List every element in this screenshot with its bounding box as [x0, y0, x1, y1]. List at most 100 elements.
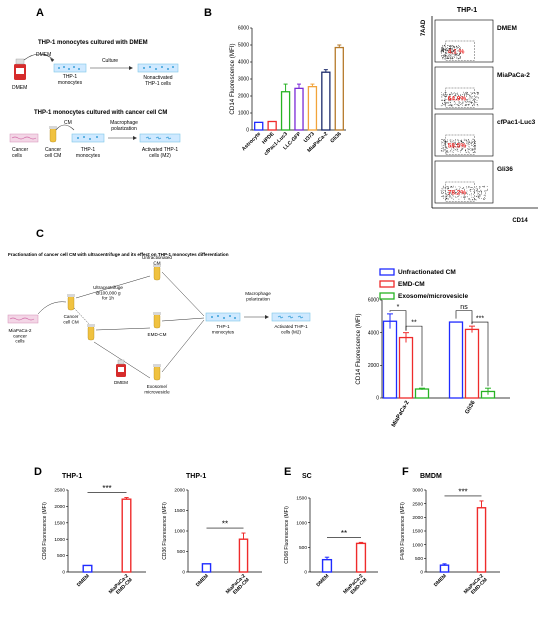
- chart-title: SC: [302, 473, 312, 480]
- y-axis-label: CD68 Fluorescence (MFI): [42, 502, 48, 560]
- bar: [321, 71, 331, 131]
- ultra-label: Ultracentrifuge @100,000 g for 1h: [93, 285, 123, 301]
- flow-percent: 58.5%: [448, 143, 467, 150]
- exo-tube-icon: [153, 364, 161, 381]
- category-label: Gli36: [464, 399, 477, 415]
- flow-xlabel: CD14: [512, 218, 528, 224]
- y-tick-label: 1000: [412, 542, 423, 548]
- y-tick-label: 1000: [238, 111, 249, 117]
- panel-a: A THP-1 monocytes cultured with DMEM DME…: [9, 7, 181, 159]
- nonactivated-dish-icon: [137, 63, 179, 73]
- flow-events: [440, 185, 488, 201]
- c-activated-label: Activated THP-1 cells (M2): [274, 324, 308, 334]
- miapaca-flask-icon: [7, 314, 39, 324]
- category-label: MiaPaCa-2EMD-CM: [342, 573, 368, 599]
- significance-label: ***: [476, 316, 484, 323]
- c-arrow-split: [73, 307, 91, 326]
- dmem-arrow-label: DMEM: [36, 52, 51, 58]
- dmem-arrow: [23, 53, 55, 61]
- flow-sample-label: MiaPaCa-2: [497, 72, 530, 79]
- c-arrow-to-thp1-a: [161, 271, 205, 317]
- c-arrow-emd: [95, 327, 151, 331]
- chart-e: 0 500 1000 1500 CD68 Fluorescence (MFI) DMEM M…: [284, 473, 378, 599]
- bar: [267, 120, 277, 131]
- y-tick-label: 500: [177, 549, 185, 555]
- significance-bracket: [455, 310, 473, 325]
- y-tick-label: 0: [376, 396, 379, 402]
- panel-a-top-title: THP-1 monocytes cultured with DMEM: [38, 40, 148, 46]
- panel-a-bottom-title: THP-1 monocytes cultured with cancer cel…: [34, 110, 167, 116]
- panel-a-letter: A: [36, 7, 44, 19]
- chart-d1: 0 500 1000 1500 2000 2500 CD68 Fluorescence (M…: [42, 473, 146, 596]
- flow-plot: 4.1 % DMEM: [434, 19, 517, 63]
- flow-percent: 78.2%: [448, 190, 467, 197]
- bar: [82, 564, 93, 573]
- y-tick-label: 1500: [54, 520, 65, 526]
- y-tick-label: 4000: [368, 330, 379, 336]
- y-axis-label: F4/80 Fluorescence (MFI): [400, 502, 406, 560]
- bar: [321, 558, 333, 573]
- y-tick-label: 2500: [54, 488, 65, 494]
- y-tick-label: 6000: [368, 298, 379, 304]
- macro-arrow-head: [133, 136, 137, 140]
- significance-label: ***: [458, 487, 467, 496]
- y-tick-label: 1500: [412, 529, 423, 535]
- flow-plot: 78.2% Gli36: [434, 160, 513, 204]
- y-tick-label: 2000: [412, 515, 423, 521]
- category-label: MiaPaCa-2EMD-CM: [225, 573, 251, 599]
- c-flask-arrow: [37, 301, 67, 315]
- nonactivated-label: Nonactivated THP-1 cells: [143, 75, 172, 87]
- chart-d2: 0 500 1000 1500 2000 CD36 Fluorescence (MFI) D…: [162, 473, 262, 599]
- y-tick-label: 0: [246, 128, 249, 134]
- legend-label: Unfractionated CM: [398, 269, 456, 276]
- cm-arrow-label: CM: [64, 120, 72, 126]
- flow-ylabel: 7AAD: [421, 19, 427, 36]
- y-axis-label: CD14 Fluorescence (MFI): [355, 313, 362, 384]
- c-arrow-to-thp1-c: [161, 319, 205, 373]
- c-dmem-label: DMEM: [114, 380, 128, 385]
- y-tick-label: 1000: [174, 529, 185, 535]
- y-tick-label: 4000: [238, 60, 249, 66]
- y-axis-label: CD36 Fluorescence (MFI): [162, 502, 168, 560]
- significance-label: ns: [460, 304, 468, 311]
- legend-label: Exosome/microvesicle: [398, 293, 468, 300]
- c-activated-dish-icon: [271, 312, 311, 322]
- flow-plot: 64.9% MiaPaCa-2: [434, 66, 530, 110]
- c-arrow-to-thp1-b: [161, 317, 205, 322]
- legend-swatch: [379, 292, 395, 300]
- category-label: DMEM: [76, 573, 91, 588]
- thp1-dish-label: THP-1 monocytes: [58, 74, 83, 86]
- y-tick-label: 6000: [238, 26, 249, 32]
- flow-cytometry: THP-1 7AAD CD14 4.1 % DMEM 64.9% MiaPaCa-2 5…: [421, 7, 538, 224]
- legend-swatch: [379, 280, 395, 288]
- dmem-bottle-label: DMEM: [12, 85, 27, 91]
- flow-plot-frame: [434, 160, 494, 204]
- category-label: Astrocyte: [241, 131, 262, 152]
- y-tick-label: 2000: [238, 94, 249, 100]
- chart-title: BMDM: [420, 473, 442, 480]
- c-macro-label: Macrophage polarization: [245, 291, 271, 301]
- c-macro-arrow-head: [265, 315, 269, 319]
- flow-events: [440, 91, 479, 107]
- dmem-bottle-icon: [14, 58, 26, 80]
- c-thp1-label: THP-1 monocytes: [212, 324, 235, 334]
- y-tick-label: 2000: [368, 363, 379, 369]
- bar: [201, 563, 212, 573]
- macro-label: Macrophage polarization: [110, 120, 138, 132]
- bar: [121, 498, 132, 573]
- y-tick-label: 3000: [238, 77, 249, 83]
- y-tick-label: 1000: [54, 537, 65, 543]
- y-tick-label: 3000: [412, 488, 423, 494]
- bar: [464, 328, 480, 399]
- thp1-dish-icon: [53, 63, 87, 73]
- y-tick-label: 2000: [54, 504, 65, 510]
- emd-tube-icon: [153, 312, 161, 329]
- panel-f-letter: F: [402, 466, 409, 478]
- category-label: Gli36: [329, 131, 342, 144]
- flow-title: THP-1: [457, 7, 477, 14]
- panel-c-letter: C: [36, 228, 44, 240]
- significance-label: ***: [102, 484, 111, 493]
- category-label: DMEM: [315, 573, 330, 588]
- c-arrow-unfract: [75, 275, 151, 299]
- category-label: MiaPaCa-2: [391, 400, 411, 428]
